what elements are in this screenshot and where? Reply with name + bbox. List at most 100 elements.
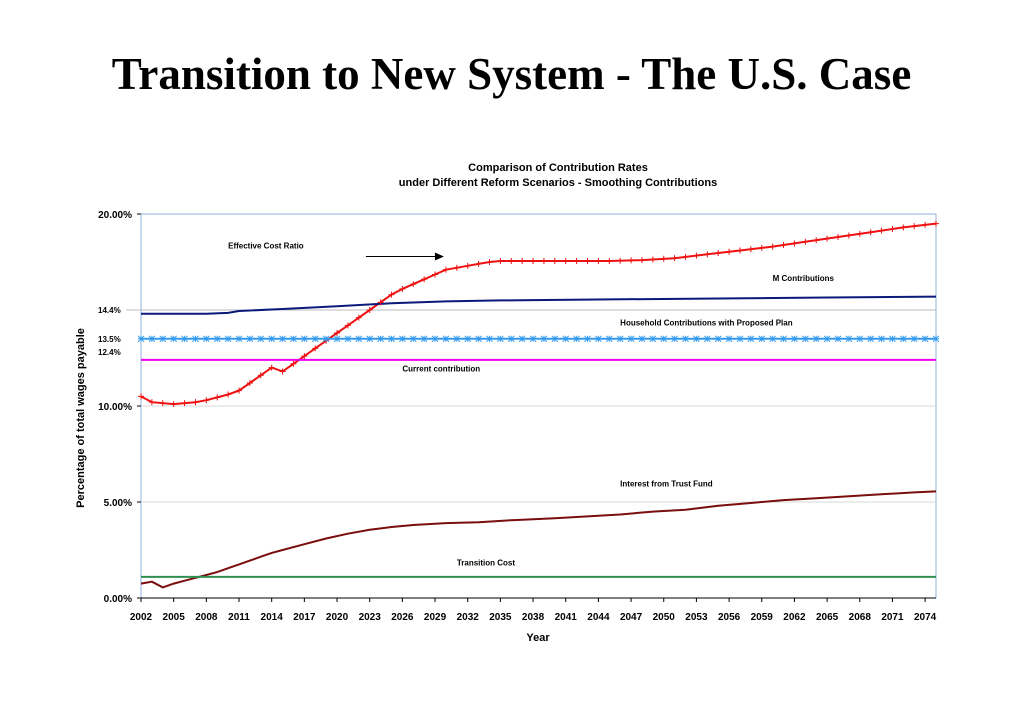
series-marker-2	[595, 335, 602, 343]
series-marker-0	[290, 360, 297, 367]
x-tick-label: 2065	[816, 612, 839, 623]
x-tick-label: 2014	[261, 612, 284, 623]
series-marker-2	[529, 335, 537, 343]
series-marker-2	[747, 335, 755, 343]
series-marker-2	[366, 335, 374, 343]
series-marker-2	[224, 335, 232, 343]
series-line-0	[140, 222, 937, 406]
series-marker-2	[703, 335, 711, 343]
x-tick-label: 2071	[881, 612, 904, 623]
x-tick-label: 2008	[195, 612, 218, 623]
series-marker-2	[616, 335, 624, 343]
series-marker-2	[409, 335, 417, 343]
series-marker-0	[551, 258, 558, 265]
y-extra-tick-label: 12.4%	[98, 348, 121, 357]
series-marker-0	[464, 262, 471, 269]
series-marker-0	[693, 252, 700, 259]
chart-title: Comparison of Contribution Rates	[468, 162, 648, 174]
series-marker-2	[878, 335, 885, 343]
series-marker-0	[638, 257, 645, 264]
series-marker-0	[421, 276, 428, 283]
series-marker-0	[540, 258, 547, 265]
series-marker-2	[671, 335, 678, 343]
series-marker-0	[856, 230, 863, 237]
series-marker-0	[780, 242, 787, 249]
series-marker-2	[399, 335, 406, 343]
series-annotation: Interest from Trust Fund	[620, 480, 713, 489]
series-marker-0	[889, 226, 896, 233]
series-marker-2	[420, 335, 428, 343]
series-marker-0	[366, 307, 373, 313]
series-marker-0	[279, 368, 286, 375]
series-marker-2	[290, 335, 297, 343]
series-marker-2	[344, 335, 352, 343]
x-tick-label: 2020	[326, 612, 349, 623]
series-marker-2	[518, 335, 526, 343]
series-marker-2	[268, 335, 276, 343]
series-marker-2	[355, 335, 363, 343]
series-marker-2	[736, 335, 744, 343]
x-tick-label: 2044	[587, 612, 610, 623]
x-tick-label: 2056	[718, 612, 741, 623]
series-marker-2	[605, 335, 613, 343]
series-marker-2	[725, 335, 733, 343]
series-marker-0	[747, 246, 754, 253]
slide-title: Transition to New System - The U.S. Case	[111, 49, 912, 99]
series-marker-2	[638, 335, 646, 343]
series-marker-0	[399, 285, 406, 292]
series-marker-0	[181, 400, 188, 407]
series-marker-2	[845, 335, 853, 343]
series-marker-0	[813, 237, 820, 244]
series-marker-0	[355, 314, 362, 321]
series-marker-0	[660, 255, 667, 262]
y-tick-label: 0.00%	[104, 594, 132, 605]
x-tick-label: 2062	[783, 612, 806, 623]
x-tick-label: 2035	[489, 612, 512, 623]
series-marker-0	[236, 387, 243, 394]
x-tick-label: 2068	[849, 612, 872, 623]
series-marker-2	[932, 335, 940, 343]
series-marker-0	[573, 258, 580, 265]
series-marker-2	[202, 335, 210, 343]
series-marker-2	[867, 335, 875, 343]
series-annotation: Current contribution	[402, 364, 480, 373]
series-marker-2	[801, 335, 809, 343]
series-marker-2	[246, 335, 254, 343]
series-marker-0	[769, 243, 776, 250]
x-axis-label: Year	[526, 632, 550, 644]
series-marker-2	[780, 335, 787, 343]
series-marker-0	[312, 345, 319, 352]
series-marker-2	[649, 335, 657, 343]
series-marker-2	[507, 335, 515, 343]
series-marker-0	[432, 271, 439, 278]
series-marker-0	[649, 256, 656, 263]
series-marker-2	[693, 335, 700, 343]
series-marker-2	[388, 335, 395, 343]
series-marker-0	[410, 281, 417, 288]
series-marker-0	[704, 251, 711, 258]
series-marker-2	[540, 335, 548, 343]
series-marker-2	[235, 335, 243, 343]
series-marker-2	[497, 335, 504, 343]
series-marker-0	[726, 248, 733, 255]
y-axis-label: Percentage of total wages payable	[75, 328, 87, 508]
x-tick-label: 2017	[293, 612, 316, 623]
series-line-4	[140, 490, 937, 589]
series-marker-0	[442, 266, 449, 273]
series-marker-0	[845, 232, 852, 239]
series-marker-2	[551, 335, 559, 343]
series-marker-0	[758, 244, 765, 251]
series-marker-0	[530, 258, 537, 265]
series-marker-2	[137, 335, 145, 343]
series-marker-2	[279, 335, 286, 343]
x-tick-label: 2026	[391, 612, 414, 623]
series-marker-0	[497, 258, 504, 265]
series-marker-2	[921, 335, 929, 343]
series-marker-0	[606, 258, 613, 265]
series-marker-0	[715, 250, 722, 257]
series-marker-2	[170, 335, 178, 343]
x-tick-label: 2050	[653, 612, 676, 623]
series-marker-2	[791, 335, 798, 343]
x-tick-label: 2029	[424, 612, 447, 623]
